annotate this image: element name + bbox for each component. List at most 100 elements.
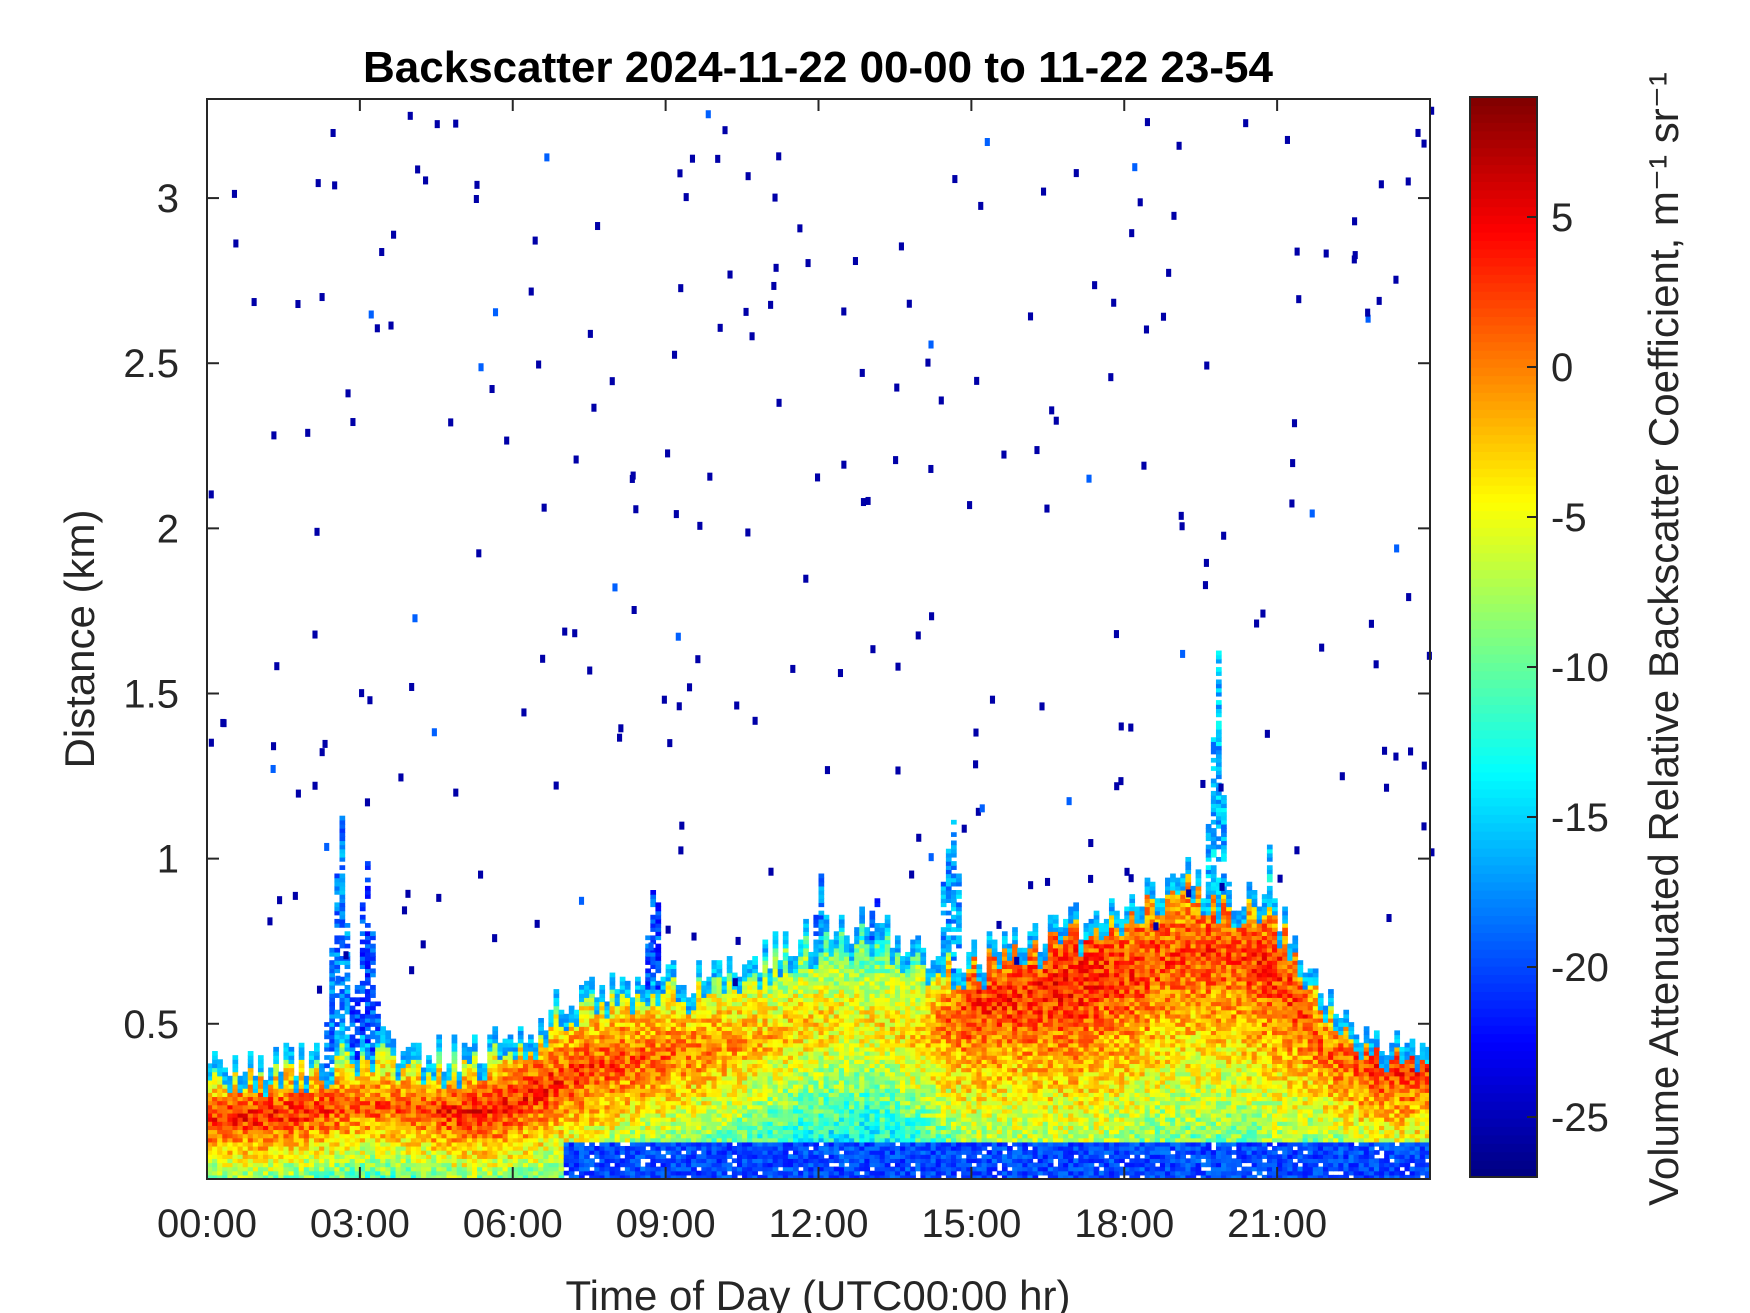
heatmap-column xyxy=(1338,1017,1344,1180)
noise-speckle xyxy=(1393,752,1399,761)
heatmap-column xyxy=(1322,1005,1329,1180)
x-tick-label: 12:00 xyxy=(768,1202,868,1246)
noise-speckle xyxy=(312,781,318,790)
heatmap-column xyxy=(966,951,972,1180)
colorbar-segment xyxy=(1470,206,1537,216)
noise-speckle xyxy=(401,906,408,915)
colorbar-segment xyxy=(1470,113,1537,123)
noise-speckle xyxy=(1178,511,1184,520)
heatmap-column xyxy=(1399,1046,1406,1180)
heatmap-column xyxy=(1129,894,1136,1180)
heatmap-column xyxy=(721,976,728,1180)
heatmap-column xyxy=(991,939,998,1180)
noise-speckle xyxy=(735,936,741,945)
colorbar-segment xyxy=(1470,105,1537,115)
heatmap-column xyxy=(971,939,978,1180)
y-tick-label: 1.5 xyxy=(123,672,179,716)
noise-speckle xyxy=(251,298,257,307)
noise-speckle xyxy=(974,376,980,385)
noise-speckle xyxy=(928,853,934,862)
heatmap-column xyxy=(1114,910,1120,1180)
noise-speckle xyxy=(752,716,758,725)
noise-speckle xyxy=(1294,247,1300,256)
noise-speckle xyxy=(952,175,958,184)
heatmap-column xyxy=(1088,918,1095,1180)
colorbar-segment xyxy=(1470,400,1537,410)
colorbar-segment xyxy=(1470,181,1537,191)
y-axis-title: Distance (km) xyxy=(56,509,103,768)
x-axis: 00:00 03:00 06:00 09:00 12:00 15:00 18:00 21:00 xyxy=(157,99,1327,1246)
noise-speckle xyxy=(534,919,540,928)
noise-speckle xyxy=(743,307,749,316)
heatmap-column xyxy=(375,1001,381,1180)
heatmap-column xyxy=(655,902,662,1180)
noise-speckle xyxy=(1143,325,1150,334)
noise-speckle xyxy=(984,138,990,147)
colorbar-segment xyxy=(1470,502,1537,512)
noise-speckle xyxy=(678,284,684,293)
noise-speckle xyxy=(330,128,336,137)
noise-speckle xyxy=(388,321,394,330)
noise-speckle xyxy=(661,695,667,704)
noise-speckle xyxy=(350,418,356,427)
heatmap-column xyxy=(1068,906,1074,1180)
noise-speckle xyxy=(1053,416,1059,425)
heatmap-column xyxy=(533,1042,539,1180)
heatmap-column xyxy=(1165,877,1171,1180)
noise-speckle xyxy=(295,300,301,309)
heatmap-column xyxy=(252,1075,259,1180)
heatmap-column xyxy=(1389,1042,1395,1180)
y-tick-label: 0.5 xyxy=(123,1003,179,1047)
noise-speckle xyxy=(315,179,321,188)
heatmap-column xyxy=(482,1063,488,1180)
noise-speckle xyxy=(1284,135,1290,144)
noise-speckle xyxy=(562,627,568,636)
heatmap-column xyxy=(787,956,794,1180)
heatmap-column xyxy=(1154,898,1161,1180)
heatmap-column xyxy=(237,1075,244,1180)
noise-speckle xyxy=(633,505,639,514)
noise-speckle xyxy=(1296,295,1302,304)
noise-speckle xyxy=(1204,361,1210,370)
noise-speckle xyxy=(715,154,721,163)
noise-speckle xyxy=(860,498,867,507)
colorbar-segment xyxy=(1470,586,1537,596)
colorbar-segment xyxy=(1470,476,1537,486)
noise-speckle xyxy=(705,110,711,119)
heatmap-column xyxy=(996,951,1003,1176)
noise-speckle xyxy=(319,293,325,302)
noise-speckle xyxy=(277,896,283,905)
heatmap-column xyxy=(604,1001,611,1180)
heatmap-column xyxy=(889,947,896,1180)
noise-speckle xyxy=(677,169,683,178)
colorbar-segment xyxy=(1470,383,1537,393)
heatmap-column xyxy=(364,861,371,1180)
heatmap-column xyxy=(1119,918,1125,1176)
noise-speckle xyxy=(790,664,796,673)
heatmap-column xyxy=(563,1013,570,1176)
colorbar-segment xyxy=(1470,156,1537,166)
heatmap-column xyxy=(329,947,335,1180)
noise-speckle xyxy=(473,195,479,203)
noise-speckle xyxy=(415,165,421,174)
heatmap-column xyxy=(670,960,677,1180)
noise-speckle xyxy=(1044,504,1050,513)
noise-speckle xyxy=(689,154,696,163)
noise-speckle xyxy=(1128,723,1134,732)
noise-speckle xyxy=(771,281,777,290)
noise-speckle xyxy=(374,324,380,333)
x-tick-label: 18:00 xyxy=(1074,1202,1174,1246)
colorbar-segment xyxy=(1470,215,1537,225)
heatmap-column xyxy=(838,914,845,1180)
colorbar-segment xyxy=(1470,299,1537,309)
noise-speckle xyxy=(423,176,429,185)
colorbar-segment xyxy=(1470,139,1537,149)
noise-speckle xyxy=(1176,141,1182,150)
colorbar-segment xyxy=(1470,97,1537,107)
heatmap-column xyxy=(446,1063,453,1180)
colorbar-segment xyxy=(1470,915,1537,925)
colorbar-segment xyxy=(1470,603,1537,613)
noise-speckle xyxy=(420,940,426,949)
heatmap-column xyxy=(558,1009,565,1180)
heatmap-column xyxy=(624,980,631,1180)
